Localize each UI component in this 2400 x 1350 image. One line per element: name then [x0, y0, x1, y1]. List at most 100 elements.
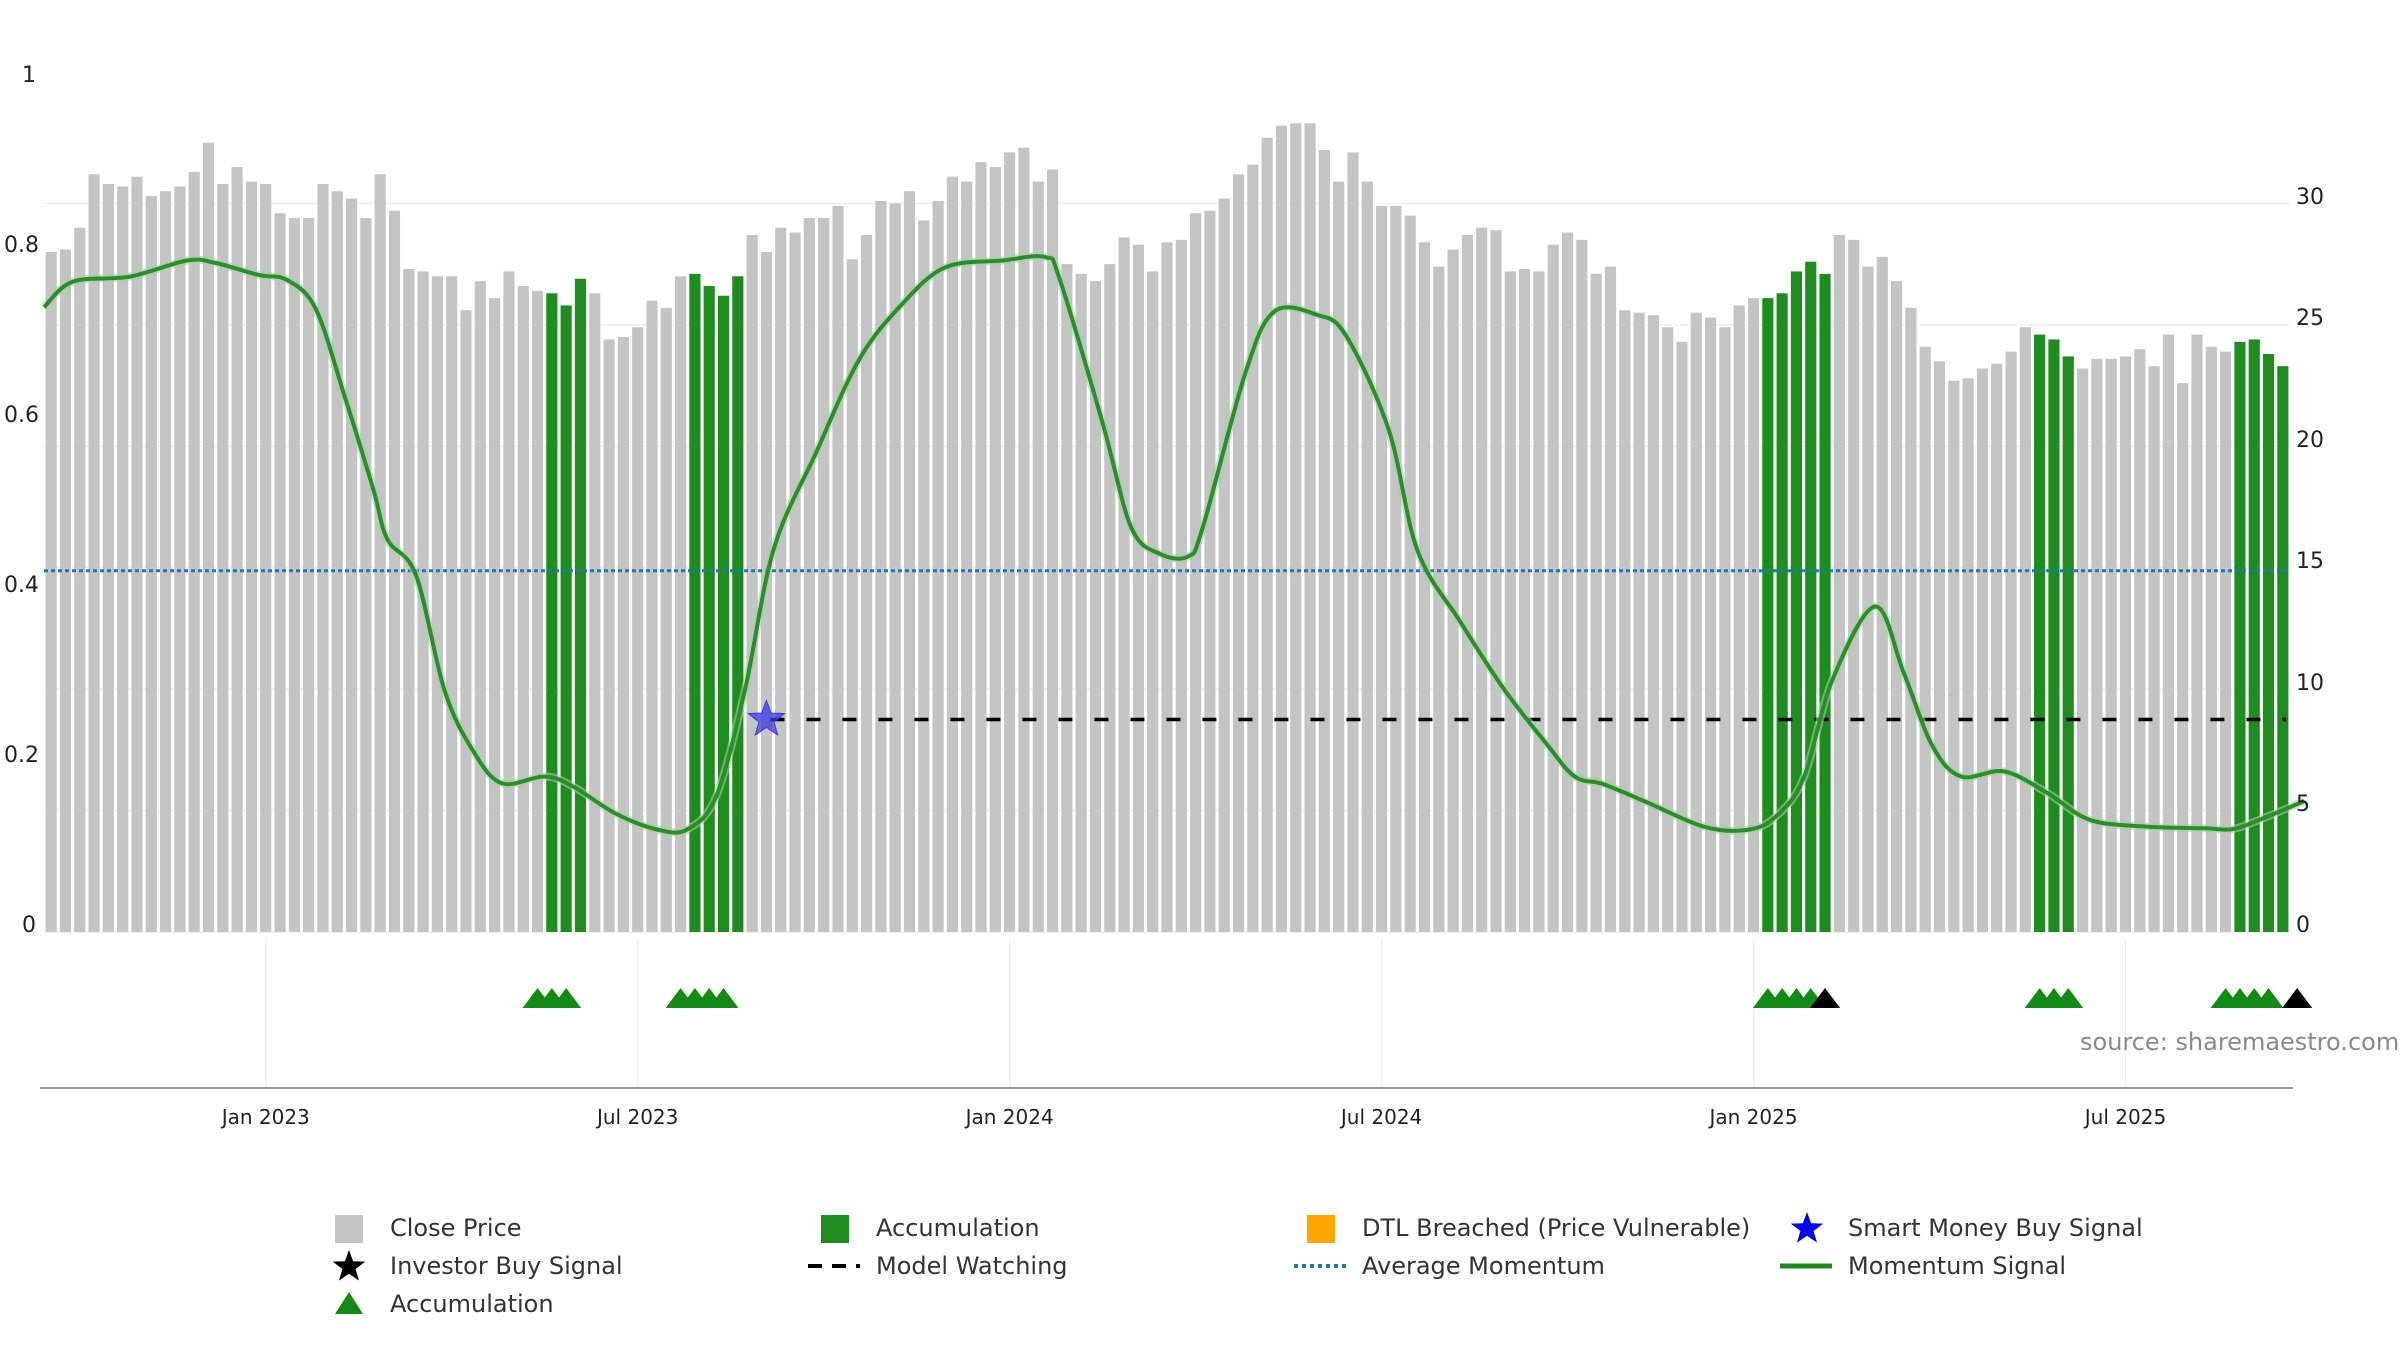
close-price-bar: [1948, 380, 1960, 932]
close-price-bar: [1404, 215, 1416, 933]
close-price-bar: [2019, 327, 2031, 932]
close-price-bar: [2162, 334, 2174, 933]
close-price-bar: [1905, 307, 1917, 932]
close-price-bar: [1147, 271, 1159, 932]
close-price-bar: [45, 252, 57, 932]
momentum-chart: 0 0.2 0.4 0.6 0.8 1 0 5 10 15 20 25 30 J…: [4, 63, 2399, 1129]
accumulation-bar: [2034, 334, 2046, 933]
source-label: source: sharemaestro.com: [2080, 1028, 2399, 1056]
close-price-bar: [59, 249, 72, 933]
close-price-bar: [446, 276, 458, 932]
close-price-bar: [1747, 298, 1760, 933]
close-price-bar: [117, 186, 129, 932]
close-price-bar: [474, 281, 486, 933]
close-price-bar: [1533, 271, 1545, 932]
close-price-bar: [202, 142, 215, 932]
accumulation-bar: [732, 276, 744, 932]
green-triangle-icon: [335, 1292, 363, 1314]
accumulation-triangle: [2253, 988, 2284, 1008]
close-price-bar: [1347, 152, 1359, 932]
close-price-bar: [1004, 152, 1016, 932]
close-price-bar: [1232, 174, 1245, 933]
close-price-bar: [1633, 312, 1645, 932]
right-tick-label: 30: [2296, 185, 2324, 210]
close-price-bar: [1190, 213, 1202, 933]
right-axis-ticks: 0 5 10 15 20 25 30: [2296, 185, 2324, 938]
close-price-bar: [1075, 273, 1087, 932]
close-price-bar: [1991, 363, 2003, 932]
accumulation-bar: [1762, 298, 1774, 933]
close-price-bar: [2091, 358, 2103, 932]
left-tick-label: 0.6: [4, 403, 39, 428]
close-price-bar: [903, 191, 916, 933]
accumulation-bar: [703, 286, 715, 932]
close-price-bar: [489, 298, 501, 933]
legend-label: Smart Money Buy Signal: [1848, 1214, 2143, 1242]
close-price-bar: [918, 220, 930, 932]
right-tick-label: 20: [2296, 428, 2324, 453]
legend-dtl-breached: DTL Breached (Price Vulnerable): [1292, 1210, 1750, 1246]
legend-label: Investor Buy Signal: [390, 1252, 623, 1280]
accumulation-bar: [1819, 273, 1831, 932]
legend-average-momentum: Average Momentum: [1292, 1248, 1605, 1284]
close-price-bar: [1333, 181, 1345, 933]
close-price-bar: [1247, 164, 1259, 933]
close-price-bar: [1962, 378, 1974, 932]
close-price-bar: [131, 176, 143, 932]
right-tick-label: 0: [2296, 913, 2310, 938]
legend-label: Model Watching: [876, 1252, 1068, 1280]
left-tick-label: 0.8: [4, 233, 39, 258]
close-price-bar: [2134, 349, 2146, 933]
close-price-bar: [832, 205, 844, 932]
legend-label: Close Price: [390, 1214, 522, 1242]
close-price-bar: [1933, 361, 1946, 932]
dashed-line-icon: [808, 1264, 860, 1268]
accumulation-bar: [689, 273, 701, 932]
close-price-bar: [875, 201, 887, 932]
close-price-bar: [1089, 281, 1102, 933]
close-price-bar: [517, 286, 529, 932]
close-price-bar: [403, 269, 415, 932]
investor-buy-triangle: [1810, 988, 1841, 1008]
legend-label: DTL Breached (Price Vulnerable): [1362, 1214, 1751, 1242]
close-price-bar: [2105, 358, 2117, 932]
close-price-bar: [1619, 310, 1631, 932]
accumulation-triangle: [708, 988, 739, 1008]
close-price-bar: [989, 167, 1001, 932]
smart-money-buy-star: [747, 699, 786, 737]
accumulation-bar: [2048, 339, 2060, 932]
close-price-bar: [1547, 244, 1559, 932]
legend-momentum-signal: Momentum Signal: [1778, 1248, 2066, 1284]
legend-accumulation-bar: Accumulation: [806, 1210, 1040, 1246]
legend-close-price: Close Price: [320, 1210, 522, 1246]
close-price-bar: [1476, 227, 1488, 932]
close-price-bar: [1848, 239, 1860, 932]
close-price-bar: [260, 184, 272, 932]
legend-investor-buy: Investor Buy Signal: [320, 1248, 623, 1284]
close-price-bar: [789, 232, 801, 933]
close-price-bar: [660, 307, 672, 932]
accumulation-triangle: [551, 988, 582, 1008]
legend-label: Momentum Signal: [1848, 1252, 2067, 1280]
close-price-bar: [646, 300, 658, 933]
close-price-bar: [1705, 317, 1717, 933]
close-price-bar: [2220, 351, 2232, 933]
close-price-bar: [589, 293, 601, 932]
close-price-bar: [1576, 239, 1588, 932]
indicator-lines: [41, 252, 2306, 837]
close-price-bar: [1390, 205, 1402, 932]
accumulation-bar: [1790, 271, 1803, 932]
close-price-bar: [2005, 351, 2017, 933]
x-tick-label: Jul 2024: [1339, 1105, 1422, 1129]
close-price-bar: [1290, 123, 1302, 933]
close-price-bar: [1590, 273, 1602, 932]
close-price-bar: [675, 276, 687, 932]
close-price-bar: [360, 218, 372, 932]
legend-accumulation-marker: Accumulation: [320, 1286, 554, 1322]
right-tick-label: 15: [2296, 549, 2324, 574]
close-price-bar: [1461, 235, 1473, 932]
close-price-bar: [1418, 242, 1431, 933]
close-price-bar: [1046, 169, 1059, 932]
accumulation-bar: [2248, 339, 2260, 932]
signal-markers: [522, 699, 2313, 1008]
